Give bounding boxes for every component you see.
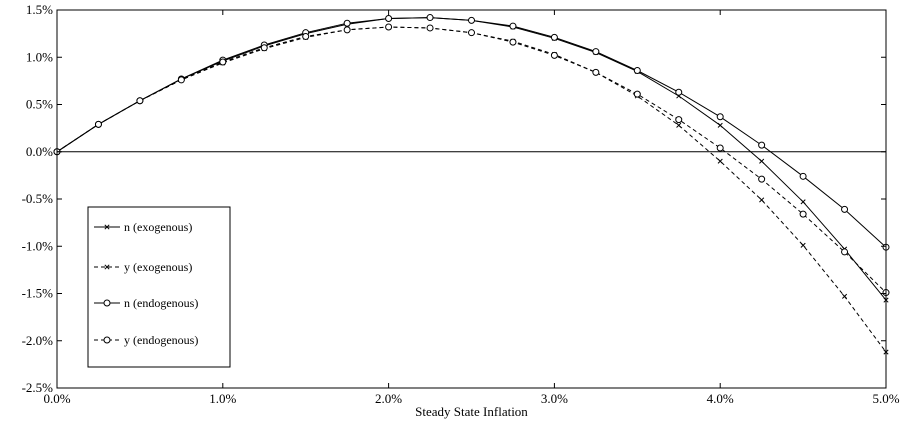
y-tick-label: -0.5% xyxy=(22,191,54,206)
legend-entry: y (exogenous) xyxy=(94,260,192,274)
data-point xyxy=(758,175,766,183)
y-tick-label: 0.5% xyxy=(26,97,53,112)
data-point xyxy=(302,32,310,40)
data-point xyxy=(94,120,102,128)
legend-swatch-marker xyxy=(104,224,110,230)
data-point xyxy=(800,199,806,205)
data-point xyxy=(343,19,351,27)
data-point xyxy=(426,24,434,32)
data-point xyxy=(633,66,641,74)
data-point xyxy=(800,242,806,248)
legend-entry: n (endogenous) xyxy=(94,296,198,310)
data-point xyxy=(675,88,683,96)
data-point xyxy=(759,197,765,203)
legend: n (exogenous) y (exogenous) n (endogenous)… xyxy=(87,206,231,368)
x-tick-label: 3.0% xyxy=(541,391,568,406)
legend-label: n (exogenous) xyxy=(124,220,192,234)
legend-entry: n (exogenous) xyxy=(94,220,192,234)
data-point xyxy=(716,144,724,152)
data-point xyxy=(260,44,268,52)
data-point xyxy=(550,33,558,41)
data-point xyxy=(676,122,682,128)
data-point xyxy=(385,23,393,31)
data-point xyxy=(841,293,848,299)
data-point xyxy=(799,172,807,180)
series-3 xyxy=(53,23,890,297)
data-point xyxy=(468,16,475,24)
y-tick-label: -2.0% xyxy=(22,333,54,348)
x-tick-label: 5.0% xyxy=(872,391,899,406)
x-tick-label: 1.0% xyxy=(209,391,236,406)
legend-label: y (endogenous) xyxy=(124,333,198,347)
data-point xyxy=(841,248,849,256)
y-tick-label: 0.0% xyxy=(26,144,53,159)
data-point xyxy=(592,48,600,56)
y-tick-label: 1.5% xyxy=(26,2,53,17)
data-point xyxy=(841,205,849,213)
x-tick-label: 2.0% xyxy=(375,391,402,406)
data-point xyxy=(509,38,517,46)
data-point xyxy=(509,22,517,30)
x-tick-label: 0.0% xyxy=(43,391,70,406)
y-tick-label: -1.0% xyxy=(22,238,54,253)
data-point xyxy=(633,90,641,98)
data-point xyxy=(177,76,185,84)
legend-entry: y (endogenous) xyxy=(94,333,198,347)
axes-layer: 1.5% 1.0% 0.5% 0.0% -0.5% -1.0% -1.5% -2.0% -2.5… xyxy=(22,2,900,406)
x-axis-title: Steady State Inflation xyxy=(415,404,528,419)
data-point xyxy=(136,97,144,105)
legend-label: y (exogenous) xyxy=(124,260,192,274)
data-point xyxy=(550,51,558,59)
series-layer xyxy=(53,14,890,355)
legend-label: n (endogenous) xyxy=(124,296,198,310)
data-point xyxy=(717,122,723,128)
data-point xyxy=(343,26,351,34)
legend-swatch-marker xyxy=(104,264,110,270)
data-point xyxy=(716,113,724,121)
data-point xyxy=(717,158,723,164)
legend-swatch-marker xyxy=(103,299,111,307)
data-point xyxy=(799,210,807,218)
data-point xyxy=(675,116,683,124)
legend-swatch-marker xyxy=(103,336,111,344)
data-point xyxy=(426,14,434,22)
data-point xyxy=(219,58,227,66)
y-tick-label: -1.5% xyxy=(22,286,54,301)
data-point xyxy=(468,29,475,37)
data-point xyxy=(759,158,765,164)
data-point xyxy=(385,15,393,23)
data-point xyxy=(758,141,766,149)
data-point xyxy=(592,68,600,76)
x-tick-label: 4.0% xyxy=(707,391,734,406)
y-tick-label: 1.0% xyxy=(26,49,53,64)
y-tick-label: -2.5% xyxy=(22,380,54,395)
